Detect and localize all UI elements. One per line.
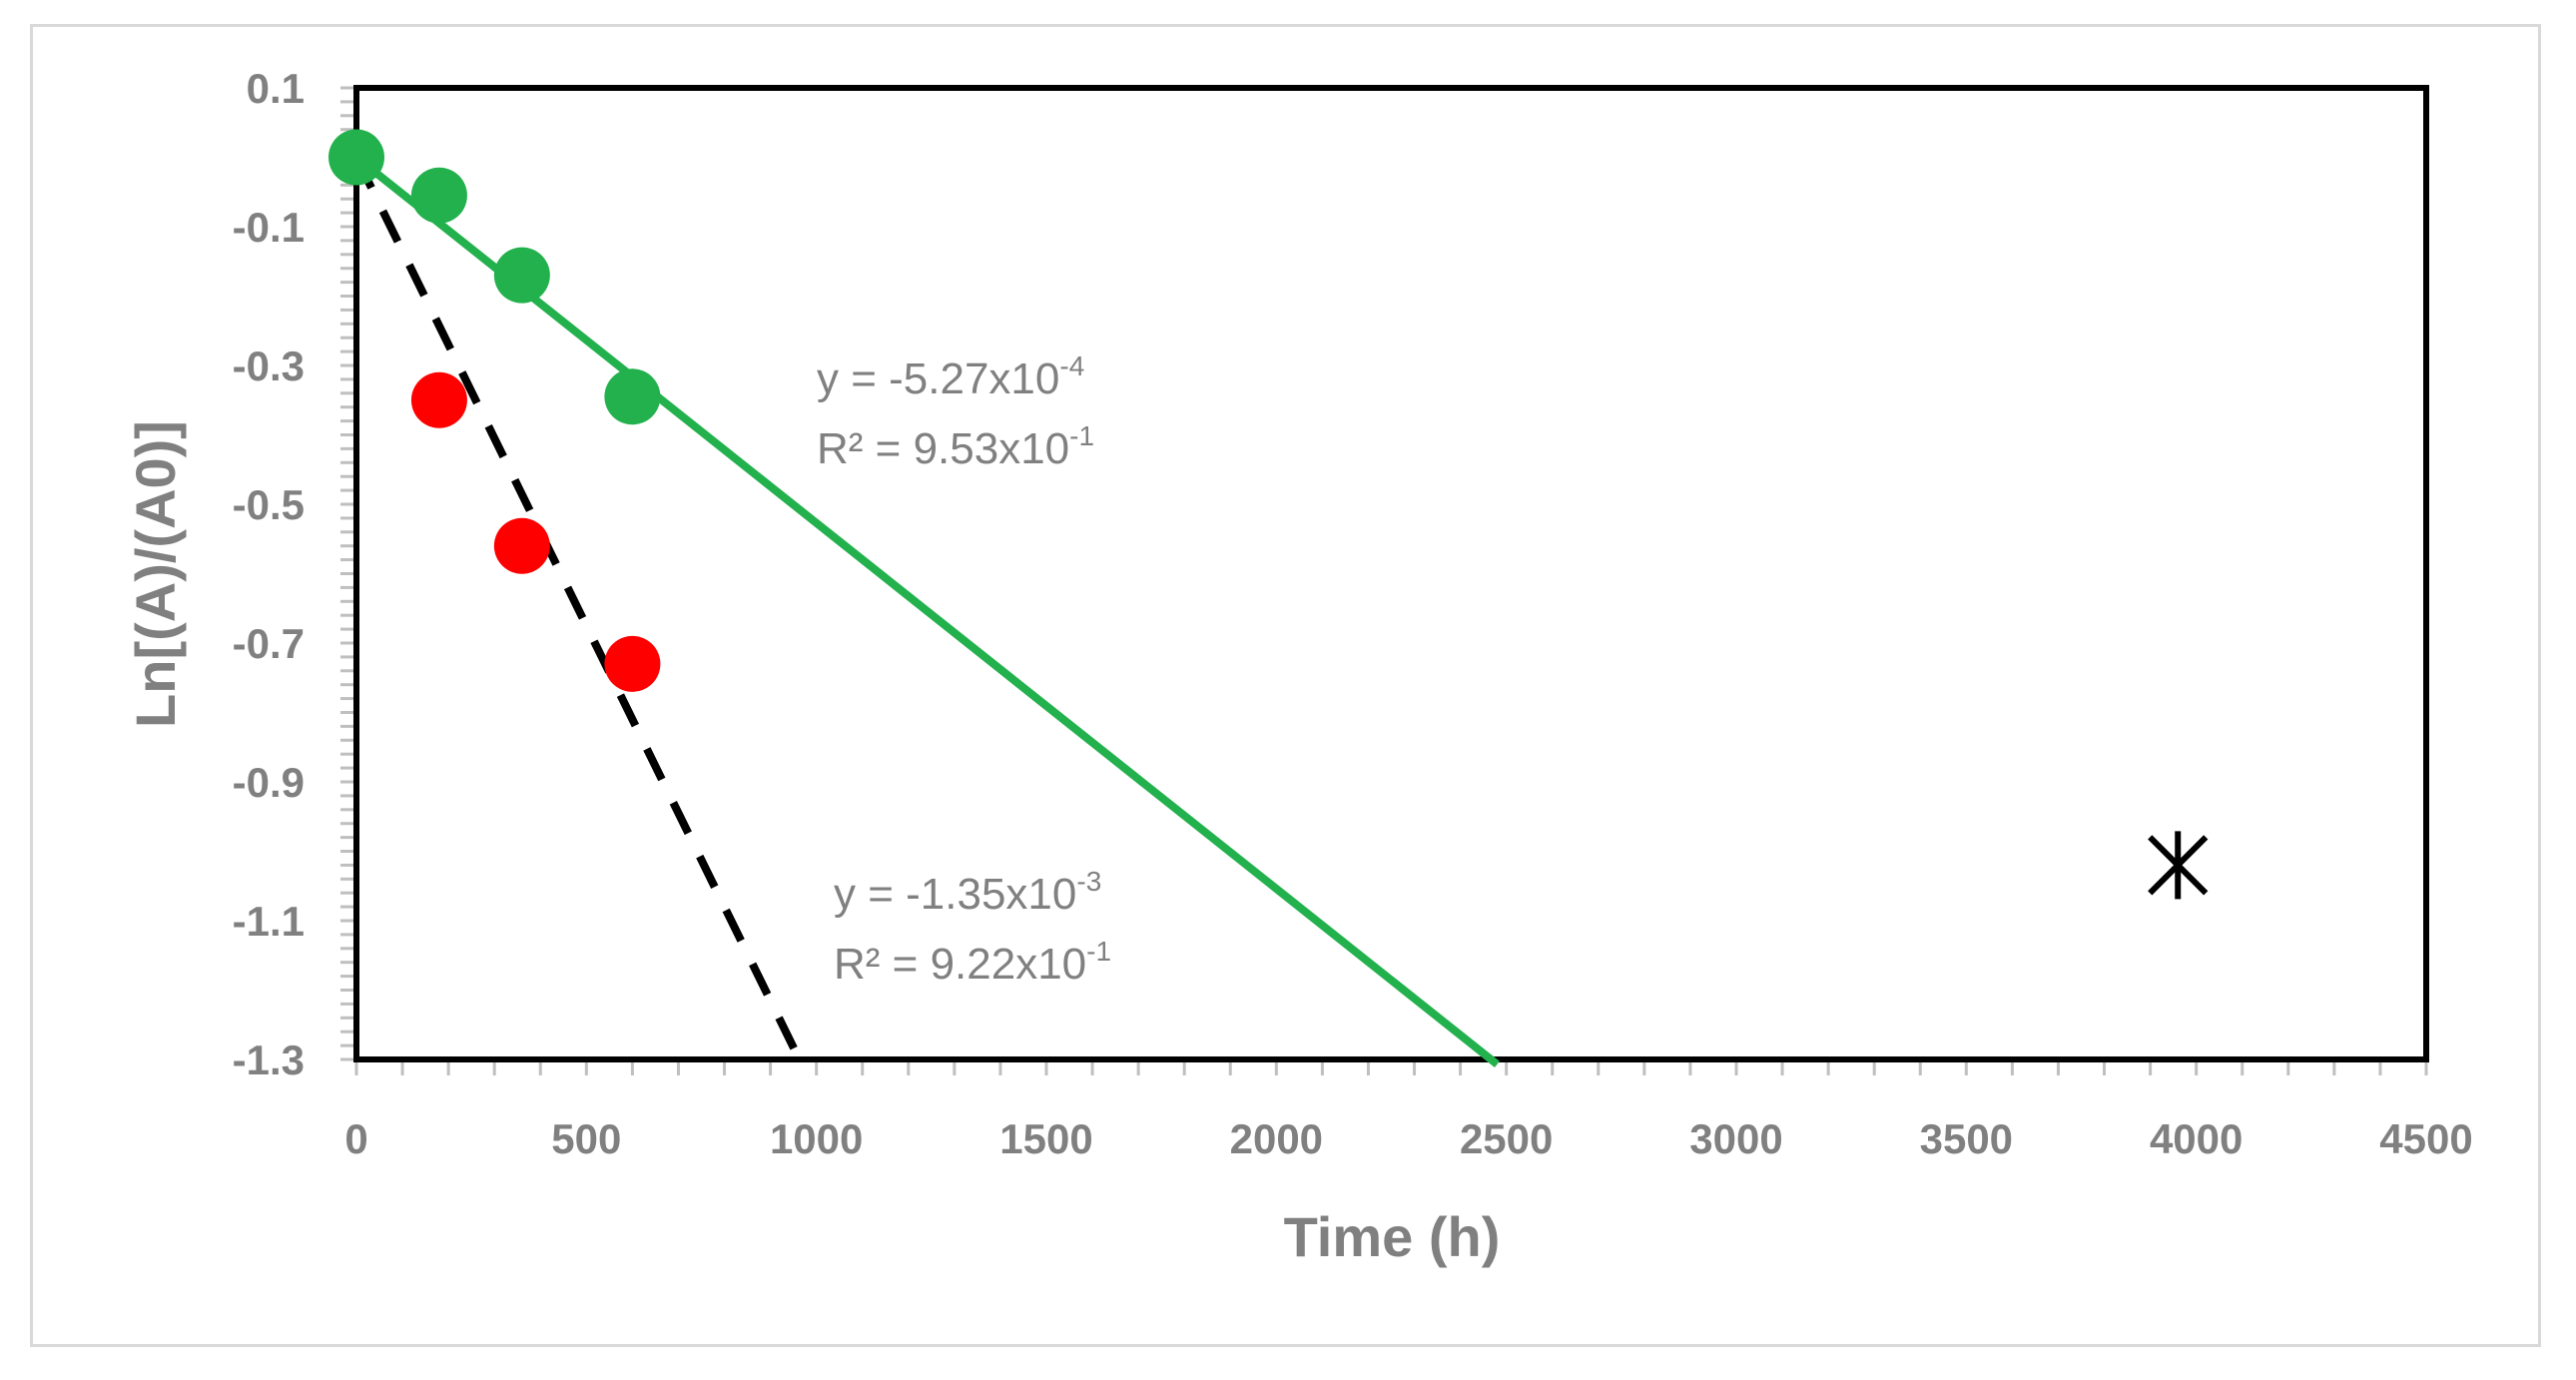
x-tick-label: 3000 [1689, 1115, 1782, 1162]
trendlines [352, 154, 1500, 1067]
x-tick-labels: 0 500 1000 1500 2000 2500 3000 3500 4000 4500 [344, 1115, 2472, 1162]
chart-frame [30, 24, 2541, 1347]
data-point-series-2 [2148, 831, 2209, 900]
y-tick-label: 0.1 [247, 65, 305, 112]
y-tick-label: -0.5 [233, 481, 305, 528]
trendline-series-0 [353, 154, 1500, 1067]
x-tick-label: 1000 [770, 1115, 863, 1162]
points [328, 129, 2209, 900]
r-squared-green: R² = 9.53x10-1 [817, 420, 1094, 473]
equation-red: y = -1.35x10-3 [834, 866, 1101, 919]
data-point-series-0 [410, 167, 467, 224]
y-tick-label: -0.9 [233, 759, 305, 806]
data-point-series-1 [493, 517, 550, 574]
x-tick-label: 500 [551, 1115, 621, 1162]
data-point-series-1 [410, 371, 467, 428]
plot-area [353, 85, 2429, 1062]
data-point-series-0 [493, 247, 550, 304]
minor-ticks [340, 86, 2428, 1075]
x-tick-label: 2000 [1230, 1115, 1323, 1162]
x-tick-label: 1500 [999, 1115, 1092, 1162]
x-tick-label: 4000 [2150, 1115, 2243, 1162]
data-point-series-1 [604, 635, 661, 692]
x-tick-label: 2500 [1460, 1115, 1553, 1162]
x-tick-label: 3500 [1920, 1115, 2013, 1162]
y-tick-label: -1.1 [233, 898, 305, 945]
asterisk-stroke [2148, 835, 2209, 896]
x-axis-title: Time (h) [1284, 1205, 1501, 1268]
y-tick-label: -0.1 [233, 204, 305, 251]
x-tick-label: 4500 [2379, 1115, 2472, 1162]
data-point-series-0 [604, 368, 661, 425]
y-tick-label: -0.7 [233, 620, 305, 667]
r-squared-red: R² = 9.22x10-1 [834, 936, 1111, 989]
data-point-series-0 [328, 129, 384, 186]
equation-green: y = -5.27x10-4 [817, 350, 1084, 403]
y-tick-label: -0.3 [233, 343, 305, 389]
y-tick-labels: 0.1 -0.1 -0.3 -0.5 -0.7 -0.9 -1.1 -1.3 [233, 65, 305, 1083]
x-tick-label: 0 [344, 1115, 367, 1162]
y-axis-title: Ln[(A)/(A0)] [124, 420, 187, 728]
trendline-series-1 [352, 155, 805, 1063]
y-tick-label: -1.3 [233, 1036, 305, 1083]
